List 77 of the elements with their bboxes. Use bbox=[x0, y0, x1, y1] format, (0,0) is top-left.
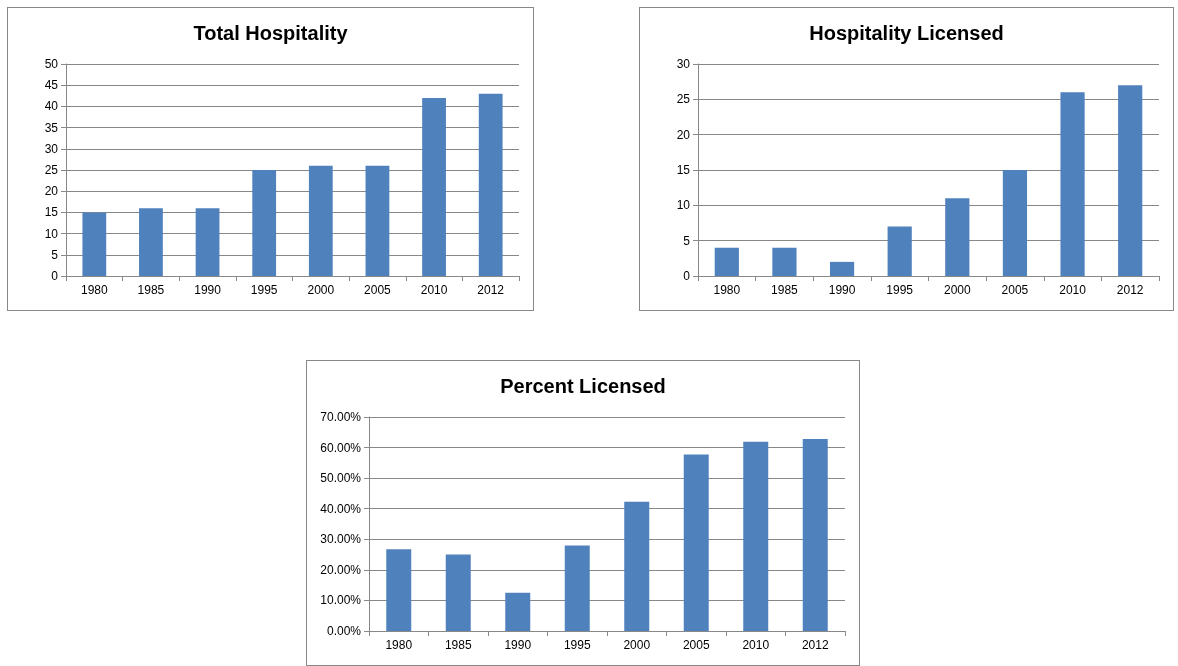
y-tick-label: 30 bbox=[44, 141, 59, 156]
bar bbox=[1060, 92, 1085, 276]
y-tick-label: 40 bbox=[44, 99, 59, 114]
bar bbox=[505, 592, 531, 631]
bar bbox=[772, 247, 797, 276]
bar bbox=[564, 545, 590, 631]
x-tick-label: 1995 bbox=[886, 283, 914, 297]
chart-title: Percent Licensed bbox=[500, 375, 666, 397]
y-tick-label: 70.00% bbox=[320, 410, 362, 424]
y-tick-label: 15 bbox=[44, 205, 59, 220]
y-tick-label: 60.00% bbox=[320, 440, 362, 455]
bar bbox=[445, 554, 471, 631]
x-tick-label: 1990 bbox=[828, 283, 856, 297]
bar bbox=[1002, 170, 1028, 276]
bar bbox=[308, 165, 333, 276]
bar bbox=[478, 93, 503, 276]
x-tick-label: 1980 bbox=[713, 283, 741, 297]
bar bbox=[252, 170, 277, 276]
x-tick-label: 1980 bbox=[385, 638, 413, 652]
y-tick-label: 20 bbox=[44, 184, 59, 199]
bar bbox=[829, 261, 855, 276]
bar bbox=[945, 198, 970, 276]
x-tick-label: 1985 bbox=[771, 283, 799, 297]
bar bbox=[386, 549, 412, 631]
y-tick-label: 0.00% bbox=[326, 624, 362, 638]
y-tick-label: 25 bbox=[676, 92, 691, 107]
y-tick-label: 10 bbox=[676, 198, 691, 213]
x-tick-label: 1990 bbox=[194, 283, 222, 297]
y-tick-label: 30.00% bbox=[320, 532, 362, 547]
x-tick-label: 1995 bbox=[563, 638, 591, 652]
y-tick-label: 20 bbox=[676, 127, 691, 142]
y-tick-label: 0 bbox=[51, 269, 59, 283]
bar bbox=[422, 97, 446, 276]
y-tick-label: 25 bbox=[44, 163, 59, 177]
bar bbox=[802, 439, 828, 631]
y-tick-label: 10 bbox=[44, 226, 59, 241]
x-tick-label: 1990 bbox=[504, 638, 532, 652]
x-tick-label: 2000 bbox=[623, 638, 651, 652]
bar bbox=[887, 226, 912, 276]
x-tick-label: 2012 bbox=[1116, 283, 1144, 297]
x-tick-label: 2005 bbox=[682, 638, 710, 652]
x-tick-label: 2005 bbox=[364, 283, 392, 297]
x-tick-label: 2005 bbox=[1001, 283, 1029, 297]
y-tick-label: 50.00% bbox=[320, 471, 362, 486]
x-tick-label: 2012 bbox=[477, 283, 505, 297]
y-tick-label: 30 bbox=[676, 57, 691, 71]
x-tick-label: 2010 bbox=[420, 283, 448, 297]
bar bbox=[195, 208, 220, 276]
y-tick-label: 50 bbox=[44, 57, 59, 71]
x-tick-label: 1995 bbox=[250, 283, 278, 297]
x-tick-label: 1985 bbox=[444, 638, 472, 652]
bar bbox=[1118, 85, 1143, 276]
y-tick-label: 35 bbox=[44, 120, 59, 135]
chart-title: Total Hospitality bbox=[193, 22, 349, 44]
chart-title: Hospitality Licensed bbox=[809, 22, 1004, 44]
y-tick-label: 45 bbox=[44, 78, 59, 93]
x-tick-label: 2000 bbox=[943, 283, 971, 297]
x-tick-label: 2012 bbox=[801, 638, 829, 652]
bar bbox=[624, 501, 650, 631]
x-tick-label: 1985 bbox=[137, 283, 165, 297]
x-tick-label: 2010 bbox=[742, 638, 770, 652]
bar bbox=[139, 208, 163, 276]
y-tick-label: 5 bbox=[51, 247, 59, 262]
x-tick-label: 2010 bbox=[1059, 283, 1087, 297]
y-tick-label: 20.00% bbox=[320, 562, 362, 577]
bar bbox=[683, 454, 709, 631]
bar bbox=[82, 212, 107, 276]
y-tick-label: 15 bbox=[676, 163, 691, 177]
bar bbox=[365, 165, 390, 276]
x-tick-label: 2000 bbox=[307, 283, 335, 297]
x-tick-label: 1980 bbox=[80, 283, 108, 297]
y-tick-label: 40.00% bbox=[320, 501, 362, 516]
bar bbox=[714, 247, 739, 276]
y-tick-label: 5 bbox=[683, 233, 691, 248]
y-tick-label: 10.00% bbox=[320, 593, 362, 608]
y-tick-label: 0 bbox=[683, 269, 691, 283]
bar bbox=[743, 441, 769, 631]
